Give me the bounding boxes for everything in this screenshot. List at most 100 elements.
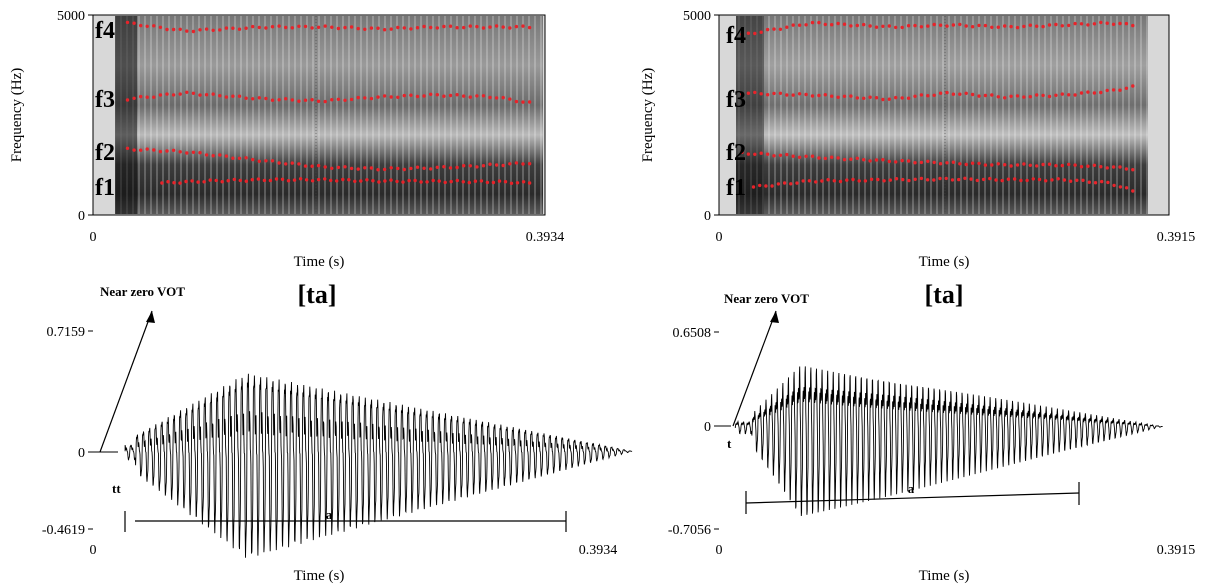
formant-point-f2 [830, 155, 834, 159]
formant-point-f2 [389, 166, 393, 170]
formant-point-f4 [830, 23, 834, 27]
formant-point-f1 [503, 180, 508, 184]
formant-point-f2 [211, 154, 215, 158]
formant-point-f1 [286, 179, 291, 183]
x-axis-title-spec-right: Time (s) [919, 254, 970, 270]
formant-point-f4 [409, 27, 413, 31]
formant-point-f1 [172, 181, 176, 185]
formant-point-f1 [274, 177, 279, 181]
formant-point-f4 [442, 24, 446, 29]
formant-point-f1 [316, 177, 321, 182]
formant-point-f3 [363, 96, 367, 100]
formant-point-f3 [521, 100, 525, 104]
formant-point-f3 [145, 95, 149, 99]
formant-point-f1 [1056, 177, 1060, 181]
formant-point-f4 [862, 22, 866, 27]
formant-point-f3 [171, 93, 176, 97]
formant-point-f3 [376, 95, 380, 99]
formant-point-f1 [335, 179, 339, 183]
formant-point-f3 [753, 90, 757, 95]
formant-point-f3 [945, 90, 949, 95]
formant-point-f2 [913, 161, 917, 165]
formant-point-f4 [224, 26, 229, 30]
formant-point-f3 [435, 93, 439, 97]
formant-point-f3 [759, 92, 763, 96]
formant-point-f4 [178, 27, 182, 31]
formant-point-f2 [772, 154, 776, 158]
formant-point-f4 [778, 27, 783, 31]
formant-point-f3 [1060, 92, 1065, 96]
x-axis-title-wave-right: Time (s) [919, 568, 970, 584]
formant-point-f1 [521, 180, 526, 184]
formant-point-f4 [330, 25, 334, 29]
formant-point-f2 [951, 160, 956, 164]
formant-point-f2 [791, 154, 795, 158]
formant-point-f3 [494, 96, 499, 100]
formant-point-f1 [1081, 178, 1085, 182]
formant-point-f1 [807, 179, 812, 183]
formant-point-f3 [462, 94, 466, 98]
formant-point-f2 [1099, 165, 1103, 169]
y-axis-title-spec-left: Frequency (Hz) [9, 68, 25, 163]
formant-point-f3 [1131, 84, 1135, 88]
formant-point-f1 [527, 181, 532, 185]
formant-point-f3 [823, 93, 827, 97]
formant-point-f4 [501, 25, 505, 29]
formant-point-f1 [1062, 178, 1067, 182]
formant-tracks-right [740, 20, 1135, 193]
formant-point-f1 [449, 179, 453, 184]
formant-point-f3 [389, 95, 393, 99]
y-tick-zero-right: 0 [704, 420, 711, 435]
formant-point-f2 [178, 150, 182, 154]
formant-point-f2 [868, 159, 872, 163]
y-tick-top-right: 5000 [683, 9, 711, 24]
formant-point-f3 [330, 98, 334, 102]
y-tick-max-left: 0.7159 [47, 325, 86, 340]
formant-point-f3 [303, 98, 308, 102]
formant-point-f2 [231, 156, 235, 160]
formant-point-f1 [1087, 180, 1092, 184]
formant-point-f4 [448, 24, 453, 28]
formant-point-f2 [251, 157, 255, 162]
formant-point-f1 [226, 179, 230, 183]
formant-point-f4 [996, 25, 1000, 29]
formant-point-f4 [990, 25, 994, 29]
formant-point-f3 [396, 95, 400, 100]
formant-point-f1 [795, 181, 799, 185]
formant-label-f4: f4 [726, 23, 746, 49]
formant-point-f1 [913, 177, 917, 181]
formant-point-f4 [1131, 23, 1135, 28]
formant-point-f1 [232, 177, 236, 182]
formant-point-f4 [363, 27, 367, 31]
formant-point-f2 [906, 159, 911, 163]
formant-point-f3 [887, 97, 891, 101]
formant-point-f2 [778, 153, 783, 157]
formant-point-f3 [244, 96, 248, 100]
formant-point-f3 [1079, 91, 1084, 95]
formant-point-f2 [462, 164, 466, 168]
formant-point-f2 [218, 153, 222, 157]
formant-point-f3 [1022, 95, 1026, 99]
formant-point-f1 [789, 182, 793, 186]
x-tick-end-wave-left: 0.3934 [579, 543, 618, 558]
formant-point-f2 [270, 159, 275, 163]
waveform-right [734, 366, 1163, 517]
formant-point-f4 [1060, 24, 1065, 28]
formant-point-f2 [336, 165, 341, 170]
vot-annotation-right: Near zero VOT [724, 291, 809, 306]
formant-point-f4 [251, 24, 255, 29]
formant-point-f3 [1028, 95, 1033, 99]
formant-point-f2 [1028, 163, 1033, 167]
formant-point-f1 [1037, 177, 1042, 182]
formant-point-f4 [1073, 21, 1077, 26]
formant-point-f1 [329, 178, 333, 183]
formant-point-f2 [919, 160, 924, 165]
formant-point-f2 [1079, 165, 1084, 169]
formant-point-f1 [814, 180, 818, 184]
spectrogram-right: f4 f3 f2 f1 5000 0 0 0.3915 Time (s) Fre… [640, 9, 1195, 270]
formant-point-f4 [913, 23, 917, 28]
formant-point-f1 [957, 177, 961, 182]
formant-point-f2 [448, 166, 453, 170]
formant-point-f3 [448, 93, 453, 98]
formant-point-f1 [758, 183, 762, 188]
